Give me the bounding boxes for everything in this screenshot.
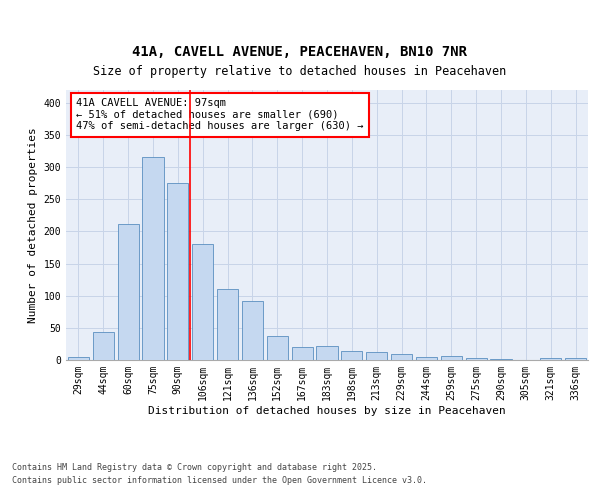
Y-axis label: Number of detached properties: Number of detached properties	[28, 127, 38, 323]
Text: 41A, CAVELL AVENUE, PEACEHAVEN, BN10 7NR: 41A, CAVELL AVENUE, PEACEHAVEN, BN10 7NR	[133, 46, 467, 60]
Bar	[292, 347, 313, 360]
Bar	[391, 354, 412, 360]
Text: Contains HM Land Registry data © Crown copyright and database right 2025.: Contains HM Land Registry data © Crown c…	[12, 464, 377, 472]
Bar	[93, 332, 114, 360]
Bar	[316, 346, 338, 360]
Bar	[217, 290, 238, 360]
Bar	[341, 351, 362, 360]
Bar	[142, 158, 164, 360]
Text: 41A CAVELL AVENUE: 97sqm
← 51% of detached houses are smaller (690)
47% of semi-: 41A CAVELL AVENUE: 97sqm ← 51% of detach…	[76, 98, 364, 132]
Bar	[68, 357, 89, 360]
Bar	[490, 358, 512, 360]
Bar	[366, 352, 387, 360]
Bar	[242, 301, 263, 360]
Bar	[118, 224, 139, 360]
Text: Size of property relative to detached houses in Peacehaven: Size of property relative to detached ho…	[94, 65, 506, 78]
Bar	[540, 358, 561, 360]
Bar	[441, 356, 462, 360]
Bar	[416, 357, 437, 360]
Text: Contains public sector information licensed under the Open Government Licence v3: Contains public sector information licen…	[12, 476, 427, 485]
Bar	[466, 358, 487, 360]
Bar	[565, 358, 586, 360]
X-axis label: Distribution of detached houses by size in Peacehaven: Distribution of detached houses by size …	[148, 406, 506, 415]
Bar	[167, 183, 188, 360]
Bar	[192, 244, 213, 360]
Bar	[267, 336, 288, 360]
